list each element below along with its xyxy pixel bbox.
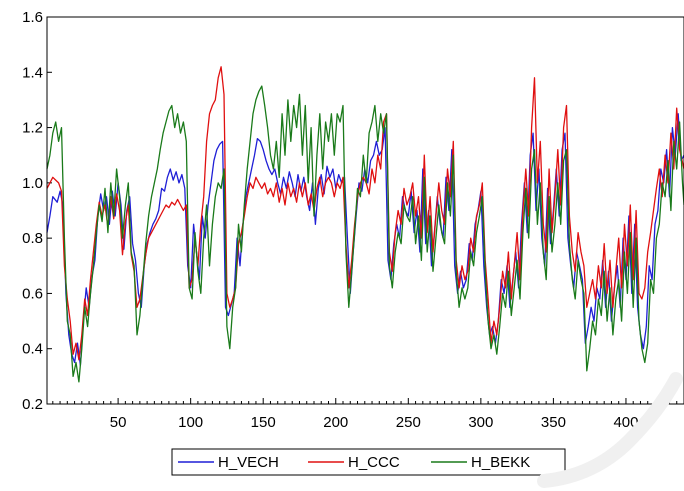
legend-label-h-bekk: H_BEKK (471, 454, 530, 471)
x-tick-label: 200 (323, 414, 348, 431)
y-tick-label: 1.6 (22, 9, 43, 26)
legend-label-h-vech: H_VECH (218, 454, 279, 471)
x-tick-label: 100 (178, 414, 203, 431)
y-tick-label: 1.4 (22, 64, 43, 81)
series-line-h-bekk (46, 85, 684, 383)
y-tick-label: 0.8 (22, 230, 43, 247)
x-tick-label: 400 (613, 414, 638, 431)
y-tick-label: 0.2 (22, 396, 43, 413)
y-tick-label: 0.6 (22, 285, 43, 302)
legend-box (171, 448, 566, 476)
series-line-h-ccc (46, 66, 684, 361)
series-line-h-vech (46, 113, 684, 366)
x-tick-label: 50 (110, 414, 127, 431)
legend-label-h-ccc: H_CCC (348, 454, 400, 471)
series-lines (46, 66, 684, 383)
x-tick-label: 300 (468, 414, 493, 431)
plot-frame (46, 16, 684, 405)
x-tick-label: 350 (541, 414, 566, 431)
x-tick-label: 250 (396, 414, 421, 431)
y-tick-label: 1.2 (22, 120, 43, 137)
legend: H_VECH H_CCC H_BEKK (171, 448, 566, 476)
y-tick-label: 1.0 (22, 175, 43, 192)
y-tick-label: 0.4 (22, 341, 43, 358)
x-tick-label: 150 (251, 414, 276, 431)
y-axis: 0.2 0.4 0.6 0.8 1.0 1.2 1.4 1.6 (22, 9, 52, 413)
x-axis: 50 100 150 200 250 300 350 400 (52, 398, 684, 431)
